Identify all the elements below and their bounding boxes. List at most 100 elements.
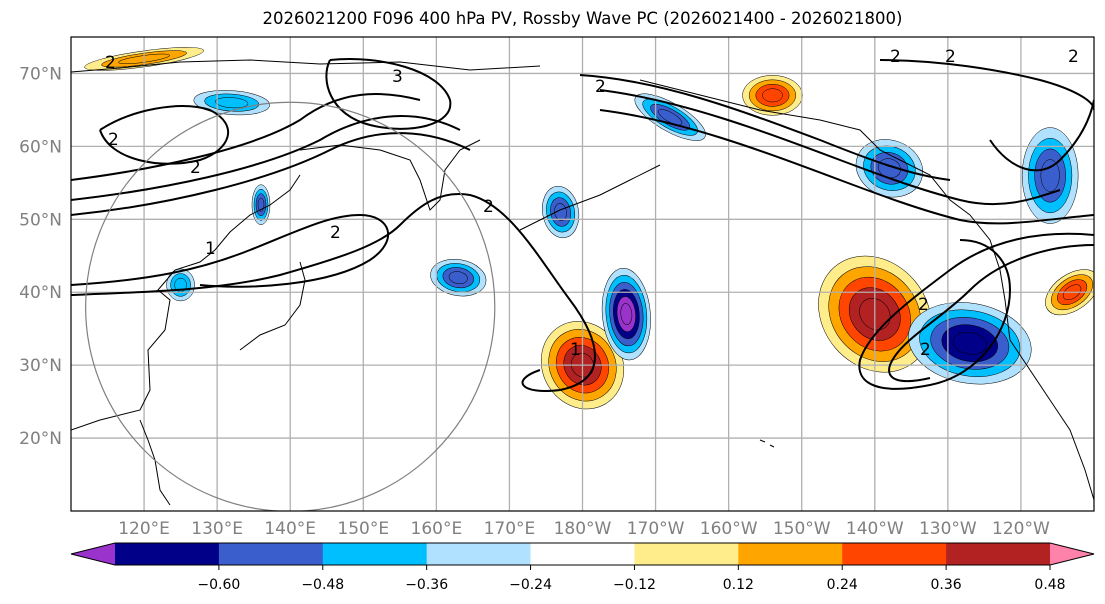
contour-label: 2: [595, 77, 606, 97]
chart-title: 2026021200 F096 400 hPa PV, Rossby Wave …: [262, 9, 903, 28]
contour-label: 2: [330, 223, 341, 243]
lon-tick-label: 120°E: [118, 519, 170, 539]
pv-contour-line: [99, 105, 230, 165]
anomaly-fill: [448, 271, 468, 285]
contour-label: 2: [945, 47, 956, 67]
lon-tick-label: 120°W: [992, 519, 1050, 539]
colorbar-tick-label: 0.36: [931, 577, 962, 593]
colorbar-segment: [946, 543, 1051, 565]
lat-tick-label: 20°N: [19, 429, 62, 449]
contour-label: 2: [920, 340, 931, 360]
colorbar-tick-label: −0.60: [197, 577, 240, 593]
colorbar-tick-label: 0.24: [827, 577, 858, 593]
colorbar-segment: [842, 543, 947, 565]
pv-contour-line: [71, 115, 461, 201]
coastline: [969, 214, 1094, 501]
colorbar-segment: [218, 543, 324, 565]
pv-contour-line: [888, 244, 1094, 383]
colorbar: −0.60 −0.48 −0.36 −0.24 −0.12 0.12 0.24 0.36 0.4…: [70, 542, 1095, 593]
coastline: [759, 439, 775, 448]
axis-labels: 20°N 30°N 40°N 50°N 60°N 70°N 120°E 130°E 140°E 1…: [19, 64, 1050, 539]
lon-tick-label: 130°E: [191, 519, 243, 539]
pv-contours: 2 2 3 2 2 2 2 2 2 1 2 2 1 2: [71, 47, 1094, 392]
map-area: 2 2 3 2 2 2 2 2 2 1 2 2 1 2: [71, 37, 1094, 511]
contour-label: 2: [890, 47, 901, 67]
colorbar-segment: [634, 543, 739, 565]
anomaly-region: [1021, 127, 1079, 224]
anomaly-region: [540, 321, 625, 410]
lon-tick-label: 180°W: [554, 519, 612, 539]
anomaly-region: [742, 75, 803, 116]
lon-tick-label: 150°W: [773, 519, 831, 539]
anomaly-fill: [1040, 159, 1060, 192]
pv-contour-line: [989, 99, 1094, 172]
lon-tick-label: 130°W: [919, 519, 977, 539]
pv-contour-line: [325, 58, 452, 130]
contour-label: 2: [108, 130, 119, 150]
colorbar-extend-high: [1050, 543, 1094, 565]
lon-tick-label: 170°W: [627, 519, 685, 539]
anomaly-region: [855, 139, 924, 198]
anomaly-fill: [952, 331, 987, 355]
anomaly-region: [430, 259, 487, 297]
pv-contour-line: [71, 213, 390, 288]
pv-contour-line: [71, 132, 471, 216]
anomaly-region: [193, 90, 270, 116]
pv-contour-line: [579, 74, 951, 181]
lon-tick-label: 140°W: [846, 519, 904, 539]
colorbar-outline: [70, 542, 1095, 566]
lat-tick-label: 60°N: [19, 137, 62, 157]
colorbar-tick-label: −0.48: [301, 577, 344, 593]
coastline: [71, 174, 301, 431]
coastline: [71, 59, 541, 73]
coastlines: [71, 59, 1094, 506]
contour-label: 3: [392, 67, 403, 87]
lon-tick-label: 170°E: [484, 519, 536, 539]
coastline: [299, 139, 481, 211]
contour-label: 2: [190, 158, 201, 178]
colorbar-segment: [426, 543, 532, 565]
anomaly-region: [908, 302, 1032, 385]
colorbar-tick-label: −0.12: [613, 577, 656, 593]
contour-label: 2: [918, 295, 929, 315]
circle-annotation-ring: [85, 101, 496, 511]
lat-tick-label: 40°N: [19, 283, 62, 303]
anomaly-region: [166, 268, 195, 302]
colorbar-tick-label: −0.36: [405, 577, 448, 593]
coastline: [639, 79, 971, 216]
pv-contour-line: [879, 59, 1094, 111]
contour-label: 1: [570, 340, 581, 360]
colorbar-tick-label: 0.12: [723, 577, 754, 593]
contour-label: 2: [483, 197, 494, 217]
pv-contour-line: [858, 232, 1094, 390]
anomaly-region: [601, 267, 651, 361]
anomaly-fill: [762, 88, 783, 103]
lat-tick-label: 70°N: [19, 64, 62, 84]
anomaly-fill: [215, 97, 249, 109]
colorbar-extend-low: [71, 543, 115, 565]
circle-annotation: [85, 101, 496, 511]
contour-label: 2: [1068, 47, 1079, 67]
coastline: [519, 164, 661, 231]
map-frame: [70, 36, 1095, 512]
anomaly-region: [542, 185, 580, 239]
pv-contour-line: [71, 193, 596, 392]
anomaly-fill: [620, 303, 633, 325]
lon-tick-label: 150°E: [337, 519, 389, 539]
pv-contour-line: [599, 89, 1061, 206]
anomaly-fill: [658, 109, 683, 126]
colorbar-segment: [530, 543, 635, 565]
colorbar-tick-label: −0.24: [509, 577, 552, 593]
colorbar-tick-label: 0.48: [1034, 577, 1065, 593]
colorbar-segment: [115, 543, 220, 565]
lon-tick-label: 160°E: [411, 519, 463, 539]
colorbar-segment: [322, 543, 428, 565]
coastline: [239, 261, 306, 351]
lat-tick-label: 50°N: [19, 210, 62, 230]
contour-label: 1: [205, 239, 216, 259]
pv-contour-line: [599, 109, 1094, 225]
anomaly-fill: [257, 197, 265, 212]
contour-label: 2: [105, 53, 116, 73]
lat-tick-label: 30°N: [19, 356, 62, 376]
